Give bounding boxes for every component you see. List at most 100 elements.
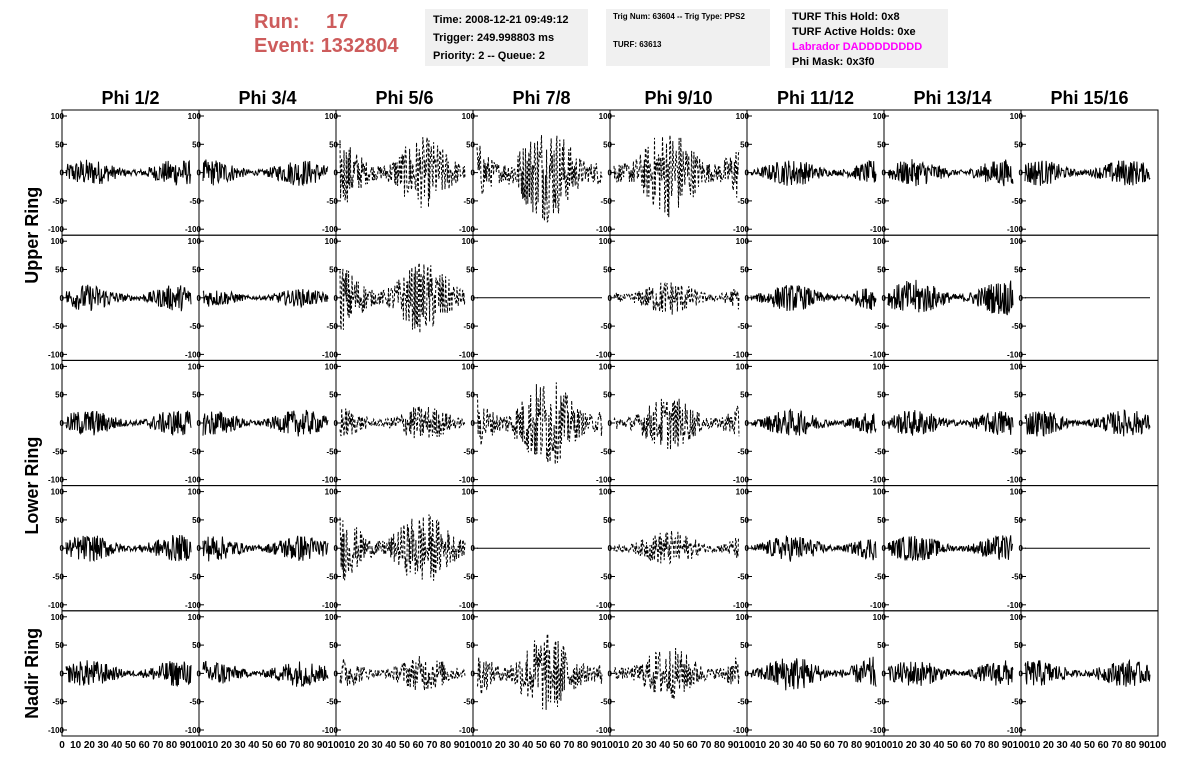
y-tick-label: 100	[599, 362, 613, 371]
x-tick-label: 60	[824, 740, 836, 751]
waveform-trace	[65, 660, 192, 687]
x-tick-label: 100	[191, 740, 208, 751]
y-tick-label: 100	[599, 112, 613, 121]
y-tick-label: -100	[459, 601, 476, 610]
run-event-block: Run: 17 Event: 1332804	[254, 10, 399, 58]
y-tick-label: -50	[52, 322, 64, 331]
x-tick-label: 80	[440, 740, 452, 751]
y-tick-label: 0	[197, 294, 202, 303]
x-tick-label: 100	[739, 740, 756, 751]
x-tick-label: 20	[84, 740, 96, 751]
waveform-trace	[65, 535, 192, 562]
waveform-trace	[887, 660, 1014, 686]
y-tick-label: 50	[192, 391, 201, 400]
x-tick-label: 20	[495, 740, 507, 751]
x-tick-label: 70	[563, 740, 575, 751]
y-tick-label: 100	[736, 488, 750, 497]
x-tick-label: 90	[591, 740, 603, 751]
y-tick-label: -100	[185, 225, 202, 234]
y-tick-label: 50	[603, 641, 612, 650]
waveform-trace	[887, 410, 1014, 436]
y-tick-label: 50	[603, 140, 612, 149]
y-tick-label: 0	[1019, 169, 1024, 178]
y-tick-label: 100	[736, 237, 750, 246]
y-tick-label: 100	[325, 112, 339, 121]
y-tick-label: -100	[733, 225, 750, 234]
y-tick-label: 0	[882, 419, 887, 428]
x-tick-label: 70	[974, 740, 986, 751]
y-tick-label: -50	[874, 447, 886, 456]
x-tick-label: 80	[714, 740, 726, 751]
x-tick-label: 30	[235, 740, 247, 751]
y-tick-label: 0	[882, 294, 887, 303]
y-tick-label: 0	[745, 294, 750, 303]
y-tick-label: -50	[1011, 573, 1023, 582]
y-tick-label: -100	[48, 350, 65, 359]
y-tick-label: -100	[459, 350, 476, 359]
y-tick-label: -50	[52, 447, 64, 456]
waveform-trace	[887, 159, 1014, 187]
y-tick-label: -100	[322, 225, 339, 234]
y-tick-label: -100	[870, 476, 887, 485]
waveform-trace	[1024, 658, 1151, 687]
x-tick-label: 80	[851, 740, 863, 751]
y-tick-label: 100	[1010, 362, 1024, 371]
waveform-trace	[339, 262, 466, 334]
column-title: Phi 13/14	[913, 88, 991, 108]
x-tick-label: 20	[358, 740, 370, 751]
y-tick-label: -50	[600, 197, 612, 206]
y-tick-label: -50	[737, 698, 749, 707]
y-tick-label: -50	[326, 573, 338, 582]
x-tick-label: 40	[796, 740, 808, 751]
trig-info-box: Trig Num: 63604 -- Trig Type: PPS2 TURF:…	[606, 9, 770, 66]
y-tick-label: 0	[608, 294, 613, 303]
y-tick-label: 50	[466, 266, 475, 275]
waveform-trace	[65, 159, 192, 186]
y-tick-label: 50	[1014, 641, 1023, 650]
y-tick-label: 0	[334, 169, 339, 178]
waveform-trace	[750, 284, 877, 312]
x-tick-label: 40	[248, 740, 260, 751]
y-tick-label: 50	[740, 391, 749, 400]
x-tick-label: 50	[125, 740, 137, 751]
x-tick-label: 100	[465, 740, 482, 751]
y-tick-label: 100	[51, 237, 65, 246]
y-tick-label: 50	[55, 266, 64, 275]
y-tick-label: -100	[185, 726, 202, 735]
y-tick-label: -100	[48, 476, 65, 485]
x-tick-label: 80	[988, 740, 1000, 751]
run-label: Run:	[254, 11, 300, 33]
waveform-trace	[476, 633, 603, 710]
y-tick-label: -100	[459, 225, 476, 234]
y-tick-label: 50	[603, 516, 612, 525]
waveform-trace	[613, 135, 740, 218]
y-tick-label: 100	[51, 362, 65, 371]
waveform-trace	[339, 514, 466, 581]
waveform-trace	[750, 408, 877, 436]
y-tick-label: -50	[52, 573, 64, 582]
waveform-trace	[476, 135, 603, 223]
y-tick-label: -50	[600, 573, 612, 582]
y-tick-label: 0	[1019, 544, 1024, 553]
x-tick-label: 20	[906, 740, 918, 751]
y-tick-label: 100	[873, 237, 887, 246]
waveform-trace	[613, 647, 740, 700]
waveform-trace	[750, 535, 877, 562]
y-tick-label: 50	[466, 516, 475, 525]
y-tick-label: 0	[1019, 294, 1024, 303]
y-tick-label: -100	[596, 601, 613, 610]
y-tick-label: 50	[55, 140, 64, 149]
y-tick-label: -50	[737, 322, 749, 331]
y-tick-label: -50	[463, 698, 475, 707]
y-tick-label: -50	[600, 698, 612, 707]
y-tick-label: 50	[329, 140, 338, 149]
waveform-trace	[613, 398, 740, 450]
y-tick-label: 50	[192, 516, 201, 525]
y-tick-label: 0	[60, 544, 65, 553]
x-tick-label: 100	[328, 740, 345, 751]
x-tick-label: 90	[1139, 740, 1151, 751]
y-tick-label: 50	[466, 391, 475, 400]
waveform-trace	[887, 279, 1014, 316]
y-tick-label: 50	[329, 641, 338, 650]
x-tick-label: 70	[837, 740, 849, 751]
